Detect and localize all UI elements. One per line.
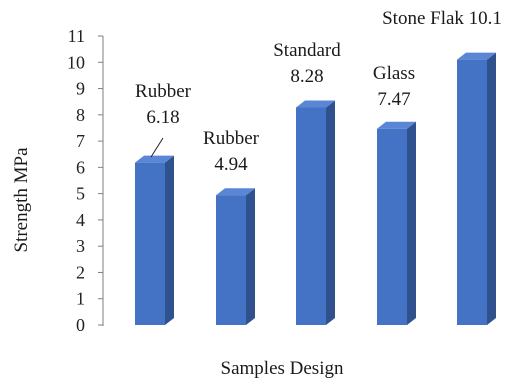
data-label-name: Standard <box>273 40 341 61</box>
y-tick-label: 2 <box>76 262 85 282</box>
data-labels: Rubber 6.18 Rubber 4.94 Standard 8.28 Glass 7.4… <box>135 8 502 175</box>
bar-side <box>165 155 174 325</box>
bar-top <box>296 100 335 108</box>
y-tick-label: 3 <box>76 236 85 256</box>
y-tick-label: 9 <box>76 79 85 99</box>
y-axis-title: Strength MPa <box>11 147 32 253</box>
bars <box>135 52 496 326</box>
bar-top <box>457 52 496 60</box>
data-label-value: 7.47 <box>377 89 410 110</box>
data-label-value: 8.28 <box>290 66 323 87</box>
bar <box>377 121 416 325</box>
bar <box>216 188 255 325</box>
bar-front <box>135 162 165 325</box>
y-tick-label: 1 <box>76 289 85 309</box>
bar-top <box>377 121 416 129</box>
data-label-value: 6.18 <box>146 107 179 128</box>
bar <box>135 155 174 325</box>
bar-front <box>377 128 407 325</box>
data-label-name: Rubber <box>203 128 260 149</box>
y-tick-label: 0 <box>76 315 85 335</box>
bar-top <box>216 188 255 196</box>
bar-side <box>326 100 335 325</box>
y-axis: 0 1 2 3 4 5 6 7 8 9 10 11 <box>67 26 104 335</box>
y-tick-label: 4 <box>76 210 85 230</box>
x-axis-title: Samples Design <box>221 358 344 379</box>
y-tick-label: 6 <box>76 157 85 177</box>
bar-side <box>407 121 416 325</box>
y-tick-label: 8 <box>76 105 85 125</box>
bar <box>296 100 335 325</box>
y-tick-label: 5 <box>76 184 85 204</box>
data-label-name: Rubber <box>135 81 192 102</box>
y-tick-label: 11 <box>68 26 85 46</box>
data-label-value: 4.94 <box>214 154 248 175</box>
bar-side <box>487 52 496 326</box>
y-tick-label: 7 <box>76 131 85 151</box>
y-tick-labels: 0 1 2 3 4 5 6 7 8 9 10 11 <box>67 26 103 335</box>
y-tick-label: 10 <box>67 52 85 72</box>
bar-front <box>216 195 246 325</box>
bar-front <box>296 107 326 325</box>
bar-front <box>457 59 487 326</box>
data-label-name: Glass <box>373 63 415 84</box>
leader-line <box>150 137 164 158</box>
bar-side <box>246 188 255 325</box>
bar-top <box>135 155 174 163</box>
data-label: Stone Flak 10.1 <box>382 8 502 29</box>
bar <box>457 52 496 326</box>
